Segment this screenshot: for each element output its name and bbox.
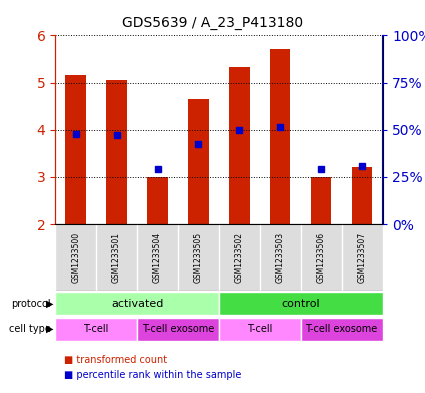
FancyBboxPatch shape — [55, 292, 219, 315]
FancyBboxPatch shape — [137, 318, 219, 341]
Text: GSM1233507: GSM1233507 — [357, 232, 366, 283]
Text: GSM1233500: GSM1233500 — [71, 232, 80, 283]
FancyBboxPatch shape — [178, 224, 219, 291]
Text: T-cell exosome: T-cell exosome — [306, 324, 378, 334]
FancyBboxPatch shape — [55, 224, 96, 291]
Text: protocol: protocol — [11, 299, 51, 309]
Text: GSM1233502: GSM1233502 — [235, 232, 244, 283]
FancyBboxPatch shape — [300, 318, 382, 341]
Text: GSM1233506: GSM1233506 — [317, 232, 326, 283]
FancyBboxPatch shape — [137, 224, 178, 291]
Bar — [188, 99, 209, 224]
Text: ■ percentile rank within the sample: ■ percentile rank within the sample — [64, 370, 241, 380]
Text: T-cell exosome: T-cell exosome — [142, 324, 214, 334]
FancyBboxPatch shape — [55, 318, 137, 341]
Text: GSM1233501: GSM1233501 — [112, 232, 121, 283]
FancyBboxPatch shape — [219, 318, 300, 341]
Text: ▶: ▶ — [45, 299, 53, 309]
Text: T-cell: T-cell — [83, 324, 109, 334]
Bar — [147, 177, 168, 224]
FancyBboxPatch shape — [342, 224, 383, 291]
Bar — [311, 177, 332, 224]
Text: T-cell: T-cell — [247, 324, 272, 334]
Text: GSM1233504: GSM1233504 — [153, 232, 162, 283]
FancyBboxPatch shape — [260, 224, 300, 291]
Text: GSM1233503: GSM1233503 — [276, 232, 285, 283]
Bar — [106, 80, 127, 224]
Text: GSM1233505: GSM1233505 — [194, 232, 203, 283]
Text: GDS5639 / A_23_P413180: GDS5639 / A_23_P413180 — [122, 16, 303, 30]
Text: ▶: ▶ — [45, 324, 53, 334]
Text: control: control — [281, 299, 320, 309]
Text: cell type: cell type — [9, 324, 51, 334]
Bar — [352, 167, 372, 224]
FancyBboxPatch shape — [96, 224, 137, 291]
Bar — [65, 75, 86, 224]
FancyBboxPatch shape — [300, 224, 342, 291]
Bar — [270, 49, 290, 224]
FancyBboxPatch shape — [219, 224, 260, 291]
Text: ■ transformed count: ■ transformed count — [64, 354, 167, 365]
Bar — [229, 68, 249, 224]
Text: activated: activated — [111, 299, 163, 309]
FancyBboxPatch shape — [219, 292, 382, 315]
